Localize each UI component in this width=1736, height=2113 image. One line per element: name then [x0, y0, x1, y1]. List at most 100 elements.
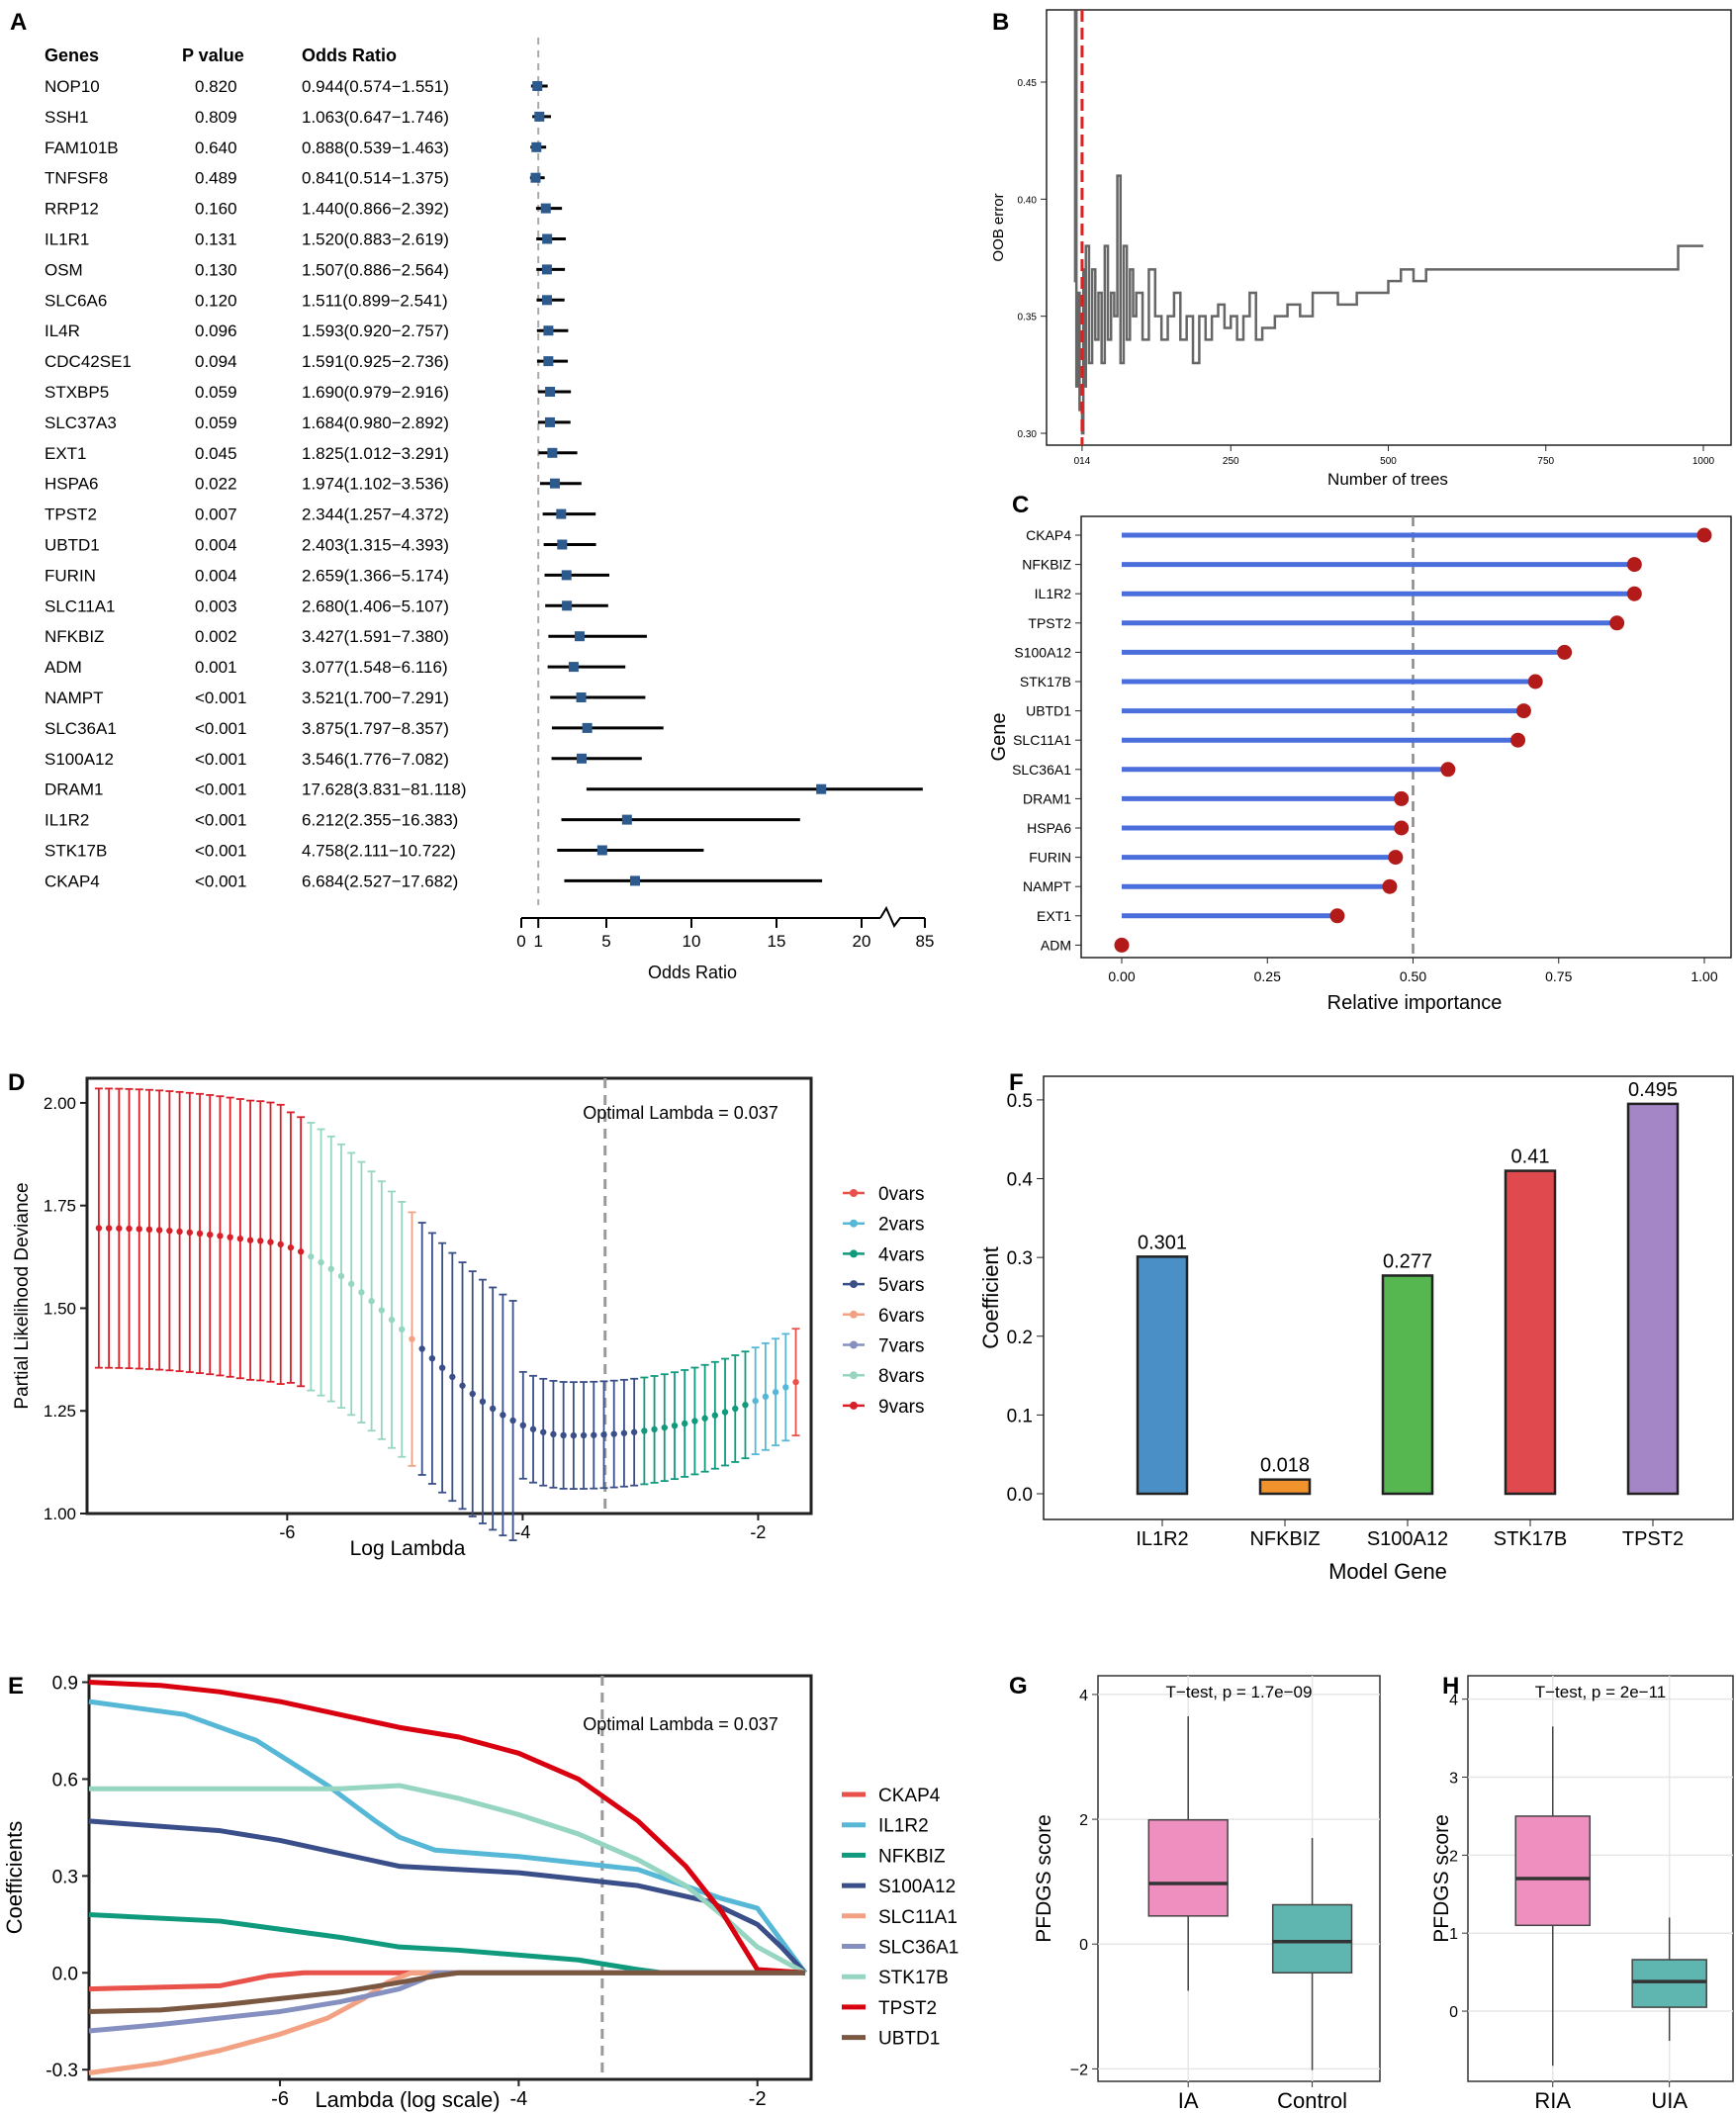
odds-ratio-text: 3.546(1.776−7.082) — [302, 750, 449, 769]
p-value: <0.001 — [195, 811, 246, 830]
gene-label: HSPA6 — [1027, 820, 1071, 836]
x-tick-label: 1000 — [1692, 456, 1715, 467]
cv-point — [348, 1280, 355, 1288]
gene-label: IL1R2 — [1035, 586, 1072, 601]
p-value: 0.002 — [195, 627, 237, 646]
y-tick-label: 0.0 — [1007, 1485, 1033, 1506]
odds-ratio-text: 6.212(2.355−16.383) — [302, 811, 458, 830]
cv-point — [166, 1227, 173, 1235]
x-tick-label: 250 — [1223, 456, 1239, 467]
cv-point — [782, 1384, 789, 1391]
coef-line-il1r2 — [88, 1699, 807, 1975]
cv-point — [742, 1401, 749, 1409]
odds-ratio-text: 1.593(0.920−2.757) — [302, 322, 449, 340]
or-point — [543, 356, 554, 367]
cv-point — [489, 1405, 497, 1413]
coef-line-slc11a1 — [88, 1970, 805, 2075]
cv-point — [257, 1238, 264, 1244]
lollipop-point — [1510, 732, 1526, 748]
x-tick-label: Control — [1277, 2088, 1347, 2113]
cv-point — [762, 1393, 770, 1401]
gene-label: SLC36A1 — [45, 719, 117, 738]
oob-error-line — [1073, 10, 1703, 435]
cv-point — [277, 1240, 284, 1248]
gene-label: ADM — [1041, 937, 1071, 953]
bar — [1136, 1255, 1189, 1496]
gene-label: UBTD1 — [45, 536, 100, 555]
cv-point — [691, 1418, 698, 1424]
p-value: 0.003 — [195, 597, 237, 615]
y-tick-label: 1.25 — [44, 1402, 76, 1421]
or-point — [541, 295, 552, 306]
legend-label: TPST2 — [878, 1998, 937, 2019]
y-tick-label: 0.3 — [52, 1867, 78, 1887]
cv-point — [95, 1225, 103, 1232]
p-value: 0.640 — [195, 138, 237, 157]
test-annotation: T−test, p = 1.7e−09 — [1166, 1683, 1313, 1701]
cv-point — [610, 1430, 617, 1437]
cv-point — [671, 1422, 679, 1429]
p-value: 0.131 — [195, 230, 237, 249]
cv-point — [236, 1235, 244, 1242]
cv-point — [529, 1425, 537, 1432]
y-tick-label: 1.00 — [44, 1505, 76, 1523]
lollipop-point — [1626, 586, 1642, 601]
legend-swatch-point — [850, 1371, 858, 1380]
y-tick-label: 0 — [1449, 2004, 1458, 2021]
panel-label-f: F — [1009, 1069, 1024, 1096]
odds-ratio-text: 3.427(1.591−7.380) — [302, 627, 449, 646]
gene-label: NFKBIZ — [1022, 557, 1071, 573]
cv-point — [196, 1230, 204, 1238]
gene-label: DRAM1 — [1023, 790, 1071, 806]
odds-ratio-text: 1.511(0.899−2.541) — [302, 291, 448, 310]
cv-point — [399, 1326, 406, 1333]
cv-point — [207, 1231, 214, 1239]
lollipop-point — [1557, 644, 1573, 660]
or-point — [621, 814, 632, 825]
gene-label: IL1R1 — [45, 230, 89, 249]
cv-point — [368, 1298, 375, 1305]
panel-label-b: B — [992, 9, 1009, 36]
odds-ratio-text: 2.680(1.406−5.107) — [302, 597, 449, 615]
gene-label: FURIN — [45, 566, 96, 585]
gene-label: SLC6A6 — [45, 291, 107, 310]
x-tick-label: 85 — [916, 932, 935, 951]
gene-label: TPST2 — [45, 505, 97, 524]
y-tick-label: 0.35 — [1018, 313, 1038, 323]
x-axis-title: Odds Ratio — [648, 963, 737, 982]
cv-point — [580, 1431, 588, 1439]
y-tick-label: 0.5 — [1007, 1091, 1033, 1112]
p-value: 0.022 — [195, 475, 237, 494]
cv-point — [308, 1253, 315, 1260]
y-tick-label: -0.3 — [46, 2061, 78, 2081]
cv-point — [721, 1409, 729, 1416]
y-tick-label: 2 — [1079, 1812, 1088, 1829]
odds-ratio-text: 3.521(1.700−7.291) — [302, 689, 449, 707]
x-tick-label: 20 — [853, 932, 871, 951]
box — [1147, 1818, 1229, 1917]
cv-point — [318, 1258, 324, 1266]
gene-label: CKAP4 — [45, 872, 100, 890]
gene-label: SSH1 — [45, 108, 88, 127]
y-axis-title: PFDGS score — [1033, 1814, 1055, 1943]
plot-frame — [1043, 1075, 1734, 1520]
cv-point — [227, 1234, 233, 1240]
p-value: <0.001 — [195, 872, 246, 890]
cv-point — [428, 1354, 436, 1362]
x-tick-label: 0.25 — [1254, 968, 1281, 984]
or-point — [562, 600, 573, 611]
gene-label: SLC37A3 — [45, 413, 117, 432]
cv-point — [388, 1316, 396, 1324]
header-p-value: P value — [182, 46, 244, 65]
p-value: <0.001 — [195, 689, 246, 707]
odds-ratio-text: 3.077(1.548−6.116) — [302, 658, 448, 677]
x-tick-label: STK17B — [1494, 1528, 1567, 1550]
odds-ratio-text: 3.875(1.797−8.357) — [302, 719, 449, 738]
annotation: Optimal Lambda = 0.037 — [583, 1714, 778, 1734]
x-tick-label: 014 — [1074, 456, 1091, 467]
cv-point — [711, 1412, 719, 1419]
cv-point — [540, 1428, 547, 1435]
or-point — [547, 447, 558, 458]
y-tick-label: 0.45 — [1018, 78, 1038, 89]
gene-label: STXBP5 — [45, 383, 109, 402]
